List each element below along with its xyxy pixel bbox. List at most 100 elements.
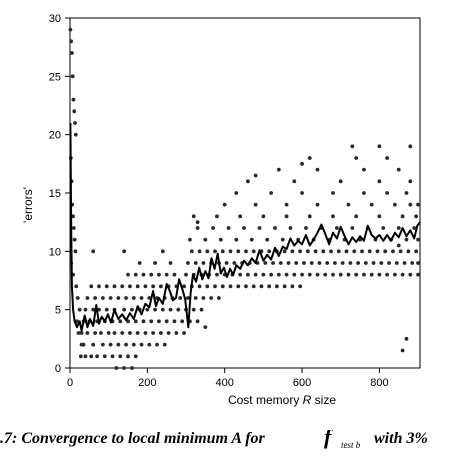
data-point <box>209 296 214 300</box>
data-point <box>315 167 320 172</box>
data-point <box>147 342 152 347</box>
data-point <box>100 342 105 347</box>
data-point <box>307 156 312 160</box>
data-point <box>286 261 291 265</box>
data-point <box>71 97 76 102</box>
data-point <box>416 272 420 277</box>
data-point <box>267 249 272 254</box>
data-point <box>414 249 419 254</box>
data-point <box>97 284 101 289</box>
data-point <box>187 237 192 242</box>
data-point <box>381 226 386 230</box>
data-point <box>135 331 140 335</box>
data-point <box>290 249 295 254</box>
data-point <box>362 167 366 172</box>
data-point <box>104 307 109 312</box>
data-point <box>172 319 177 324</box>
data-point <box>191 307 196 312</box>
data-point <box>158 331 163 335</box>
data-point <box>122 366 127 370</box>
data-point <box>377 272 382 277</box>
data-point <box>253 173 258 178</box>
data-point <box>195 319 200 324</box>
data-point <box>404 336 409 341</box>
data-point <box>131 342 136 347</box>
caption-text-end: with 3% <box>374 430 428 447</box>
data-point <box>307 214 312 219</box>
data-point <box>218 237 223 242</box>
data-point <box>232 261 237 265</box>
data-point <box>151 284 156 289</box>
data-point <box>238 214 243 219</box>
data-point <box>315 202 320 207</box>
data-point <box>131 296 136 300</box>
data-point <box>139 342 144 347</box>
data-point <box>174 331 179 335</box>
data-point <box>253 272 258 277</box>
data-point <box>375 249 380 254</box>
data-point <box>120 331 125 335</box>
data-point <box>350 226 355 230</box>
scatter-points <box>68 27 420 370</box>
data-point <box>276 272 281 277</box>
data-point <box>203 325 208 330</box>
data-point <box>116 342 121 347</box>
data-point <box>331 191 335 195</box>
y-tick-label: 15 <box>49 188 61 200</box>
data-point <box>118 319 123 324</box>
data-point <box>133 354 138 359</box>
data-point <box>304 226 308 230</box>
data-point <box>300 161 304 166</box>
data-point <box>416 261 420 265</box>
data-point <box>149 319 154 324</box>
data-point <box>83 307 88 312</box>
x-tick-label: 0 <box>67 377 73 389</box>
data-point <box>70 74 75 79</box>
data-point <box>72 237 77 242</box>
data-point <box>211 226 215 230</box>
data-point <box>155 342 159 347</box>
data-point <box>178 296 183 300</box>
y-tick-label: 10 <box>49 246 61 258</box>
data-point <box>124 296 128 300</box>
data-point <box>78 354 83 359</box>
data-point <box>89 284 94 289</box>
data-point <box>116 296 121 300</box>
data-point <box>246 272 250 277</box>
data-point <box>385 191 390 195</box>
data-point <box>385 272 390 277</box>
x-tick-label: 400 <box>216 377 234 389</box>
data-point <box>363 261 368 265</box>
data-point <box>383 249 388 254</box>
data-point <box>85 296 90 300</box>
data-point <box>412 226 417 230</box>
data-point <box>398 249 403 254</box>
data-point <box>153 261 157 265</box>
data-point <box>336 249 341 254</box>
data-point <box>302 261 306 265</box>
data-point <box>182 284 186 289</box>
data-point <box>153 307 157 312</box>
data-point <box>261 272 266 277</box>
data-point <box>267 284 272 289</box>
data-point <box>273 226 277 230</box>
data-point <box>408 272 413 277</box>
data-point <box>85 331 90 335</box>
data-point <box>290 284 295 289</box>
data-point <box>259 284 264 289</box>
data-point <box>129 307 134 312</box>
data-point <box>404 237 409 242</box>
data-point <box>141 319 146 324</box>
data-point <box>408 202 413 207</box>
data-point <box>385 156 390 160</box>
data-point <box>329 249 333 254</box>
data-point <box>182 331 186 335</box>
data-point <box>396 167 401 172</box>
data-point <box>176 307 181 312</box>
data-point <box>387 261 391 265</box>
data-point <box>377 179 382 184</box>
caption-text: .7: Convergence to local minimum A for <box>0 430 265 447</box>
data-point <box>344 249 349 254</box>
data-point <box>95 354 99 359</box>
data-point <box>246 179 250 184</box>
